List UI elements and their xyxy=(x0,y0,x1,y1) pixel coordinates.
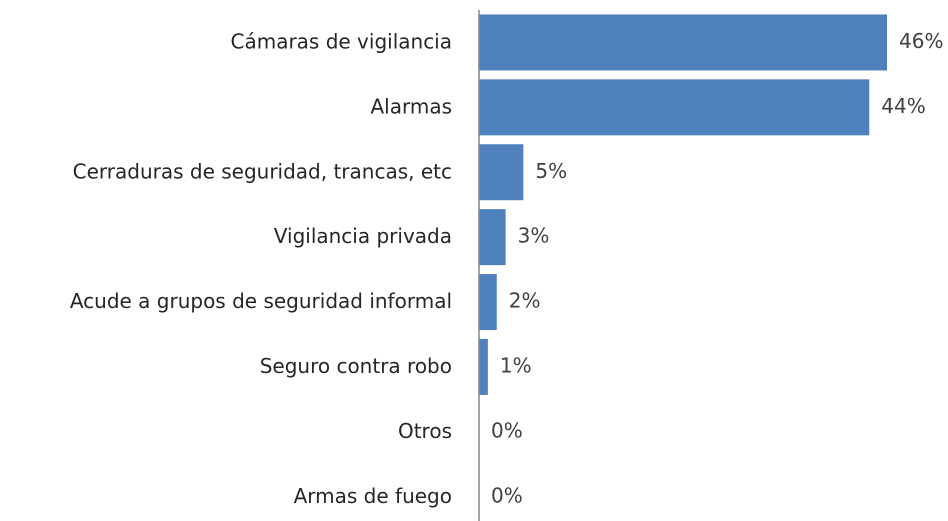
bar xyxy=(479,209,506,266)
category-label: Acude a grupos de seguridad informal xyxy=(70,289,452,313)
value-label: 3% xyxy=(518,224,550,248)
value-label: 0% xyxy=(491,418,523,442)
category-label: Seguro contra robo xyxy=(260,353,452,377)
value-label: 2% xyxy=(509,289,541,313)
value-label: 46% xyxy=(899,29,943,53)
category-label: Alarmas xyxy=(370,94,452,118)
bar xyxy=(479,274,497,331)
bar xyxy=(479,14,888,71)
value-label: 0% xyxy=(491,483,523,507)
bar xyxy=(479,79,870,136)
value-label: 44% xyxy=(881,94,925,118)
value-label: 5% xyxy=(535,159,567,183)
category-label: Cámaras de vigilancia xyxy=(230,29,452,53)
value-label: 1% xyxy=(500,353,532,377)
bar xyxy=(479,144,524,201)
category-label: Vigilancia privada xyxy=(274,224,452,248)
category-label: Otros xyxy=(398,418,452,442)
bar xyxy=(479,338,488,395)
category-label: Armas de fuego xyxy=(294,483,452,507)
category-label: Cerraduras de seguridad, trancas, etc xyxy=(73,159,452,183)
